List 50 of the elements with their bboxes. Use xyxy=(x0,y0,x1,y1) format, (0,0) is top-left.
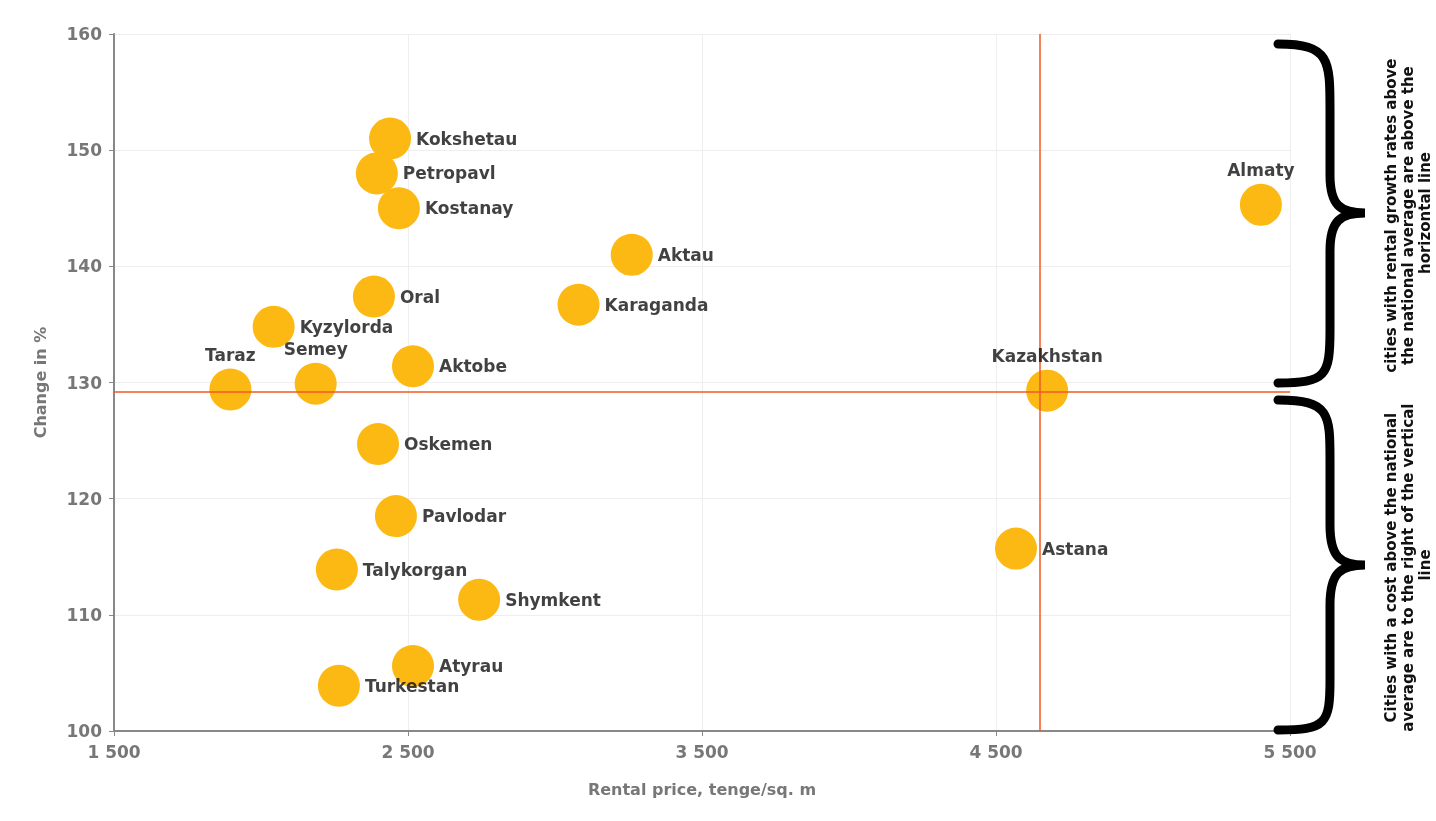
point xyxy=(374,495,417,538)
y-axis-title: Change in % xyxy=(30,326,50,439)
point xyxy=(995,527,1037,570)
point xyxy=(357,423,400,466)
point xyxy=(392,345,434,388)
point xyxy=(610,233,653,276)
point xyxy=(315,548,358,591)
annotation: Turkestan xyxy=(364,675,460,696)
annotation: Atyrau xyxy=(439,655,504,676)
annotation: Pavlodar xyxy=(421,506,507,527)
annotation: Semey xyxy=(283,339,348,360)
annotation: Kokshetau xyxy=(416,128,518,149)
y-tick-label: 100 xyxy=(66,721,103,741)
annotation: Talykorgan xyxy=(362,559,468,580)
y-tick-label: 150 xyxy=(66,140,103,161)
annotation: Kostanay xyxy=(424,198,514,219)
point xyxy=(377,187,420,230)
annotation: Karaganda xyxy=(604,294,709,315)
annotation: Aktau xyxy=(657,244,714,265)
annotation: Taraz xyxy=(205,344,256,365)
x-tick-label: 4 500 xyxy=(969,741,1023,762)
text: cities with rental growth rates above the national average are above the horizontal line xyxy=(1382,53,1434,373)
y-tick-label: 160 xyxy=(66,24,103,44)
annotation: Astana xyxy=(1041,538,1109,559)
point xyxy=(458,578,501,621)
point xyxy=(369,117,412,160)
point xyxy=(355,152,398,195)
point xyxy=(352,275,395,318)
y-tick-label: 130 xyxy=(66,372,103,393)
annotation: Almaty xyxy=(1227,160,1295,181)
point xyxy=(209,368,252,411)
x-tick-label: 5 500 xyxy=(1263,741,1317,762)
annotation: Kyzylorda xyxy=(299,316,394,337)
point xyxy=(557,283,600,326)
annotation: Shymkent xyxy=(505,589,601,610)
annotation: Oskemen xyxy=(404,434,493,455)
x-tick-label: 1 500 xyxy=(87,741,141,762)
x-axis-title: Rental price, tenge/sq. m xyxy=(587,779,817,799)
point xyxy=(294,362,337,405)
y-tick-label: 110 xyxy=(66,604,103,625)
annotation: Petropavl xyxy=(402,163,496,184)
annotation: Oral xyxy=(399,286,441,307)
x-tick-label: 2 500 xyxy=(381,741,435,762)
y-tick-label: 120 xyxy=(66,488,103,509)
annotation: Aktobe xyxy=(439,356,507,377)
text: Cities with a cost above the national average are to the right of the vertical line xyxy=(1382,398,1434,732)
y-tick-label: 140 xyxy=(66,256,103,277)
point xyxy=(1239,183,1282,226)
point xyxy=(317,664,360,707)
x-tick-label: 3 500 xyxy=(675,741,729,762)
